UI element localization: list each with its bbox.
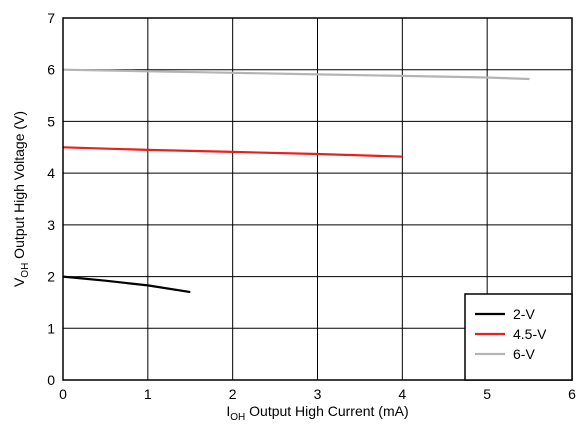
series-layer xyxy=(62,68,530,294)
x-tick-label: 3 xyxy=(314,386,322,402)
x-axis-title: IOH Output High Current (mA) xyxy=(226,403,408,423)
x-tick-label: 0 xyxy=(59,386,67,402)
legend-label: 4.5-V xyxy=(513,326,547,342)
y-tick-label: 7 xyxy=(47,10,55,26)
y-tick-label: 2 xyxy=(47,269,55,285)
y-tick-label: 0 xyxy=(47,372,55,388)
x-tick-label: 2 xyxy=(229,386,237,402)
y-tick-label: 5 xyxy=(47,113,55,129)
legend-label: 2-V xyxy=(513,306,535,322)
x-tick-label: 6 xyxy=(568,386,576,402)
series-line-6-v xyxy=(62,68,530,81)
y-axis-title: VOH Output High Voltage (V) xyxy=(11,111,31,287)
series-line-2-v xyxy=(62,275,191,294)
x-tick-label: 5 xyxy=(483,386,491,402)
tick-labels: 0 1 2 3 4 5 6 0 1 2 3 4 5 6 7 xyxy=(47,10,576,402)
legend: 2-V 4.5-V 6-V xyxy=(464,293,573,381)
x-tick-label: 4 xyxy=(398,386,406,402)
plot-frame xyxy=(62,17,573,381)
y-tick-label: 1 xyxy=(47,320,55,336)
legend-box xyxy=(464,293,573,381)
y-tick-label: 6 xyxy=(47,62,55,78)
y-tick-label: 4 xyxy=(47,165,55,181)
y-tick-label: 3 xyxy=(47,217,55,233)
series-line-4-5-v xyxy=(62,146,403,158)
x-tick-label: 1 xyxy=(144,386,152,402)
legend-label: 6-V xyxy=(513,346,535,362)
